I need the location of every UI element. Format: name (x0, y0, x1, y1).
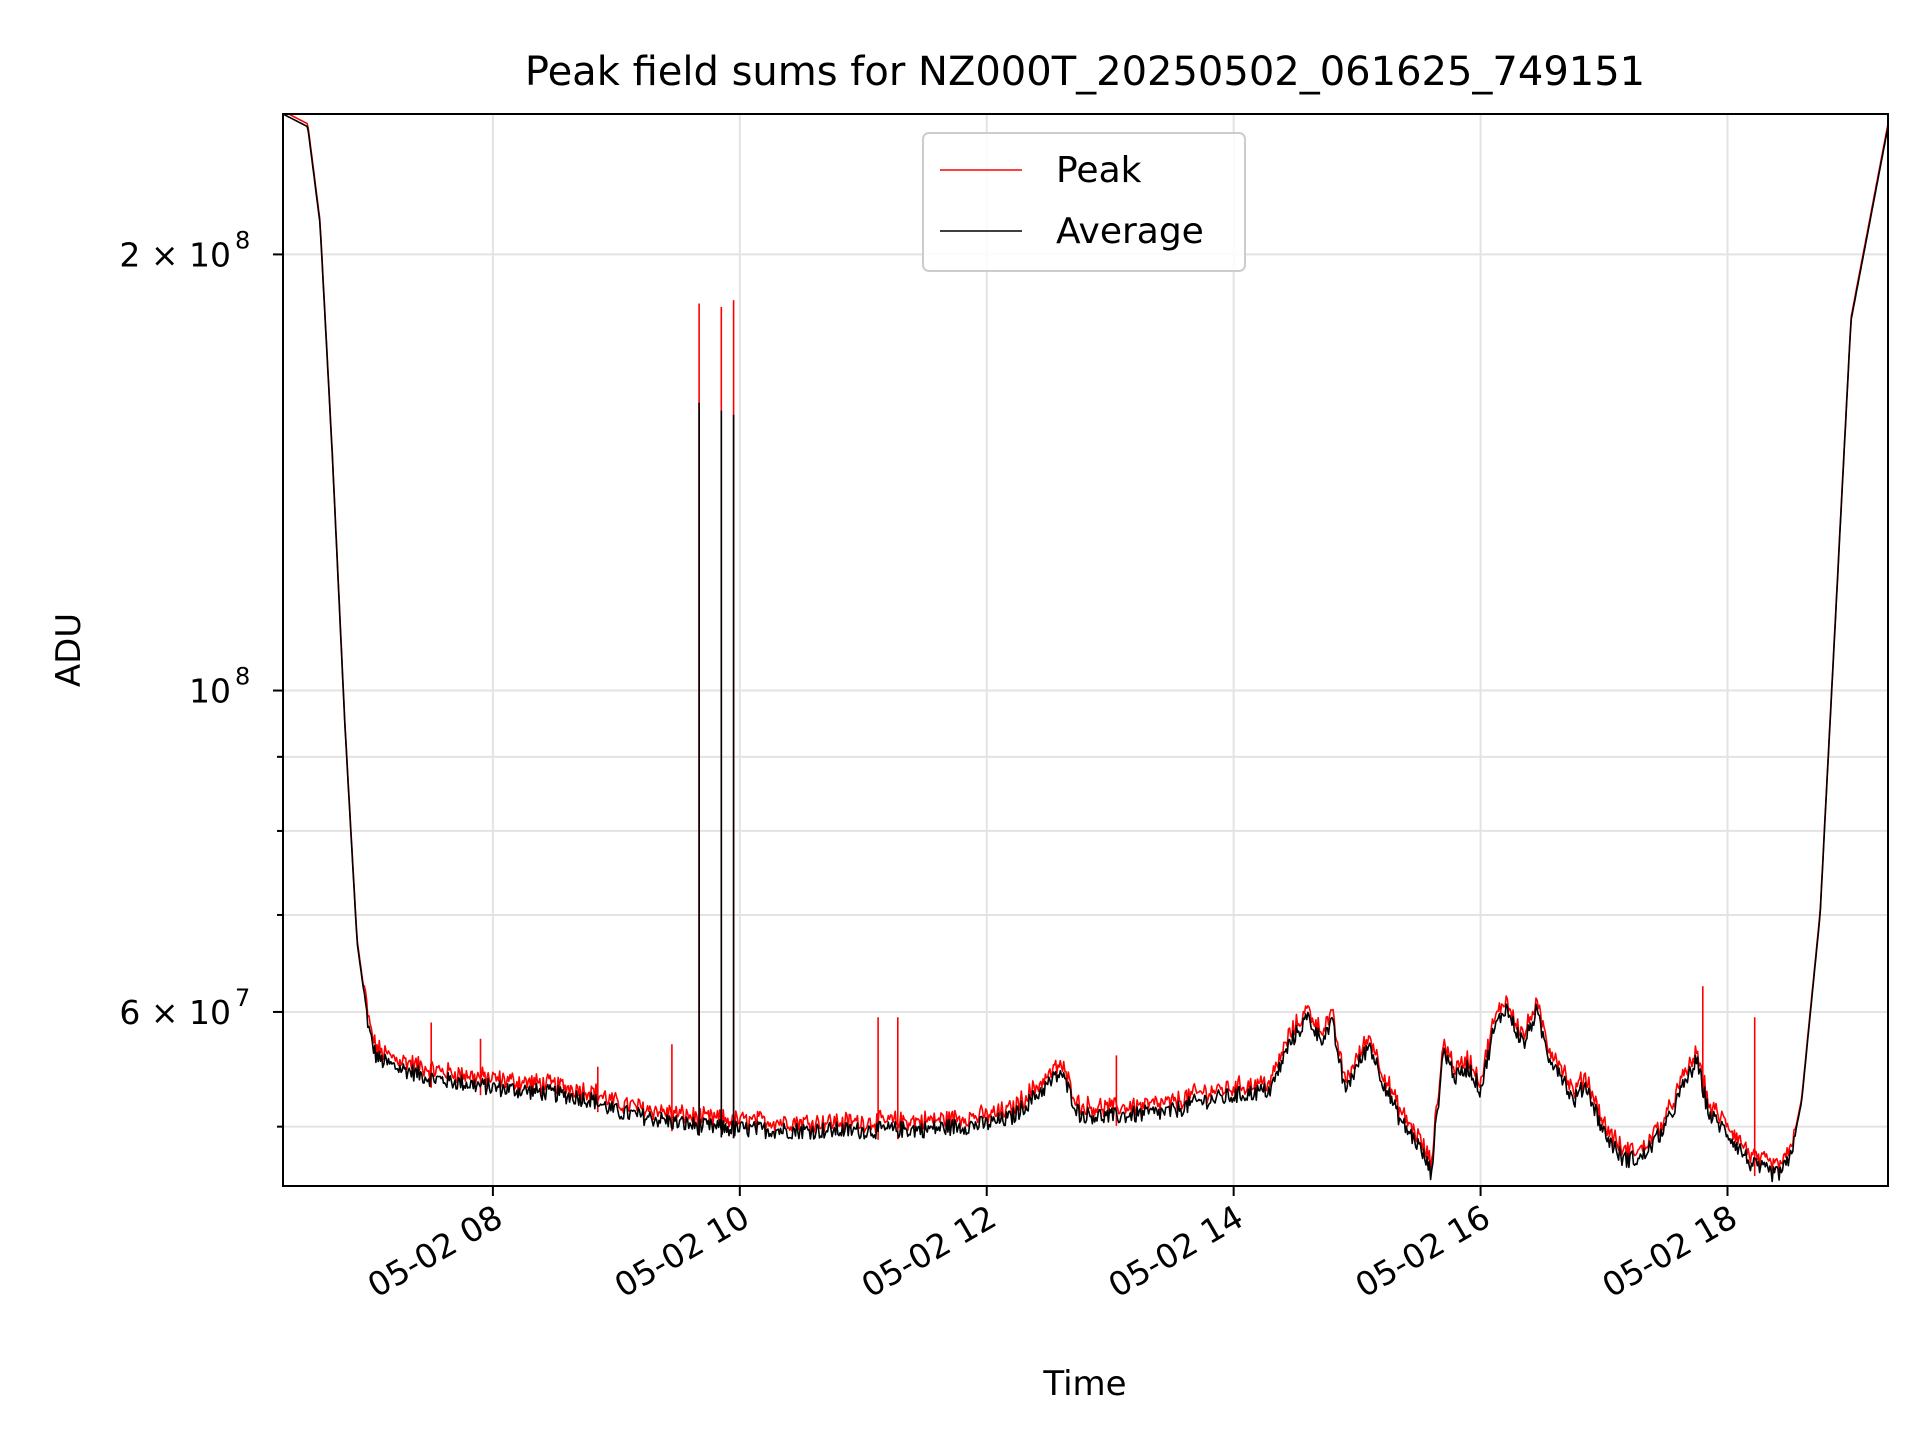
legend: Peak Average (922, 132, 1246, 272)
series-line-average (282, 113, 1889, 1183)
series-spikes-average (698, 402, 735, 1139)
y-axis-label: ADU (49, 613, 89, 687)
series-line-peak (283, 113, 1889, 1172)
x-axis-label: Time (1042, 1364, 1126, 1404)
y-tick-exponent: 8 (235, 226, 250, 254)
y-tick-exponent: 8 (235, 663, 250, 691)
y-axis-ticks: 2 × 10 810 86 × 10 7 (119, 226, 283, 1128)
legend-box (922, 132, 1246, 272)
grid-lines (283, 114, 1888, 1186)
plot-frame (282, 113, 1889, 1187)
legend-label-average: Average (1056, 211, 1204, 252)
series-lines (282, 113, 1889, 1183)
y-tick-exponent: 7 (235, 984, 250, 1012)
y-tick-label: 10 (189, 672, 231, 711)
legend-label-peak: Peak (1056, 150, 1142, 191)
y-tick-label: 6 × 10 (119, 993, 231, 1032)
chart-title: Peak field sums for NZ000T_20250502_0616… (525, 49, 1645, 95)
y-tick-label: 2 × 10 (119, 235, 231, 274)
